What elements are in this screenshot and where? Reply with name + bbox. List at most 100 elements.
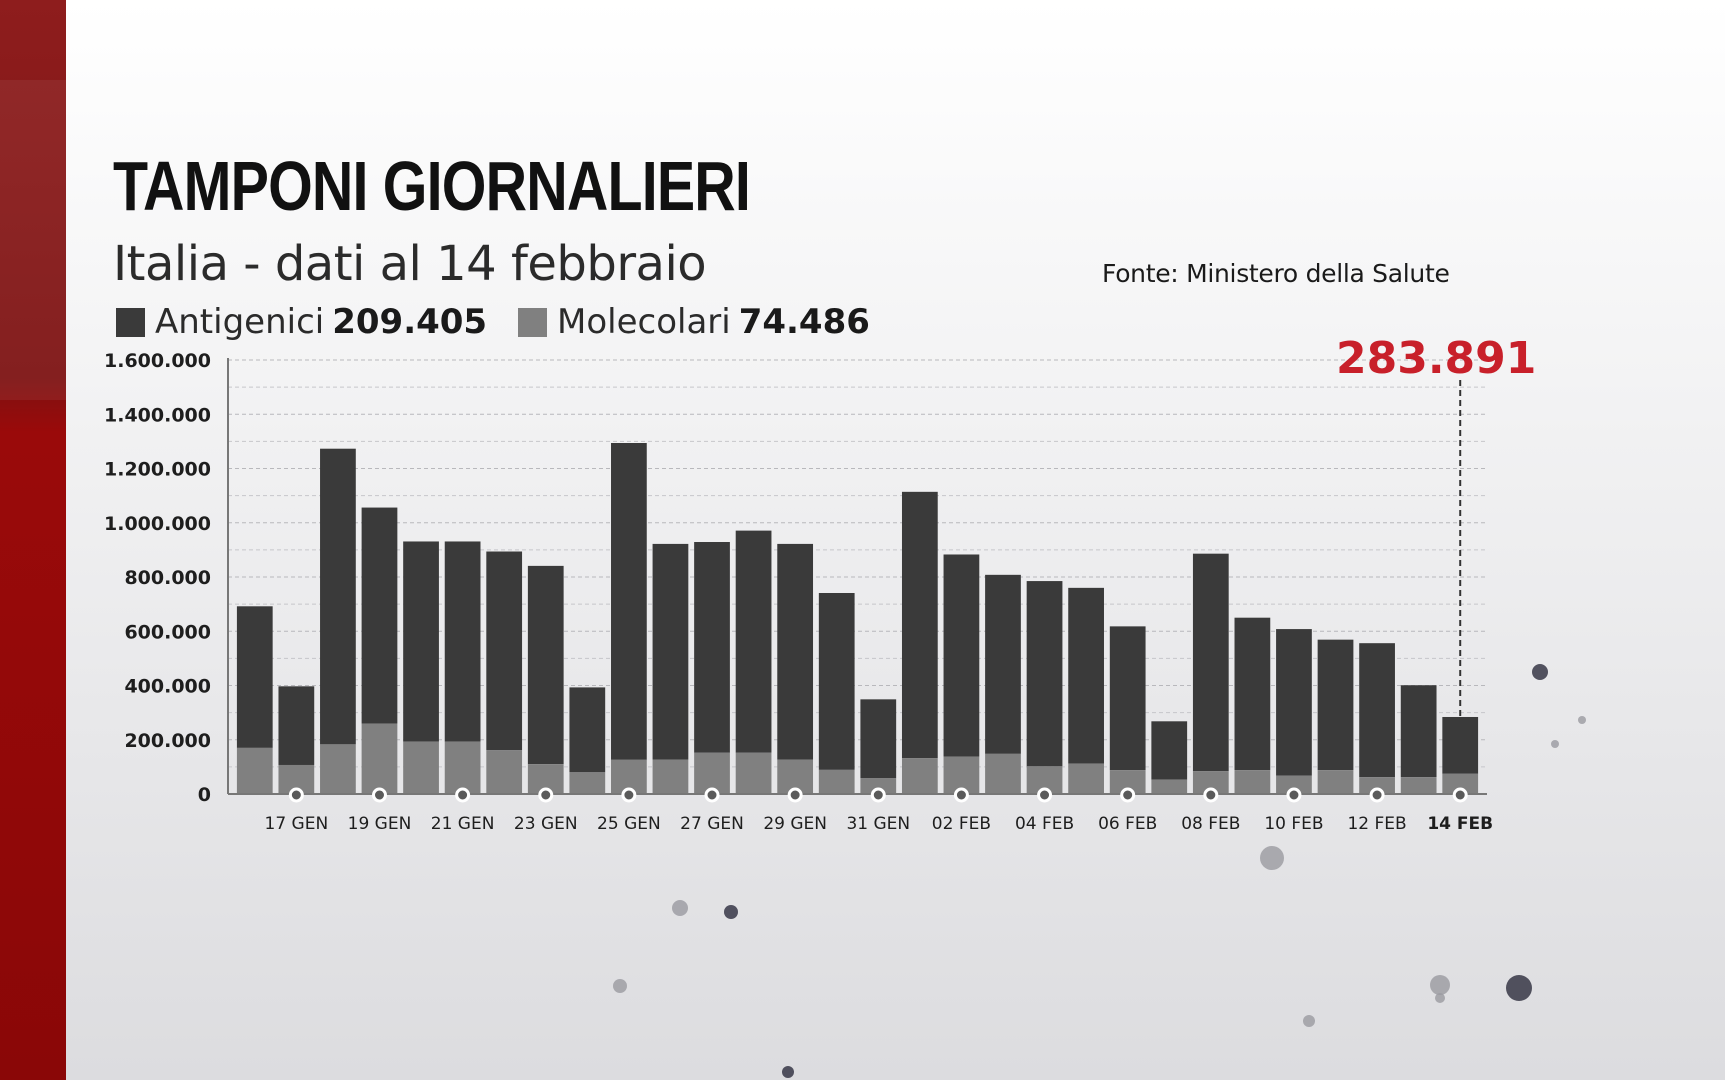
- bar-molecular: [1276, 775, 1312, 794]
- legend-swatch-antigenic: [116, 307, 145, 337]
- x-tick-marker: [538, 787, 554, 803]
- bar-antigenic: [1442, 716, 1479, 774]
- x-tick-marker: [1452, 787, 1468, 803]
- x-tick-label: 02 FEB: [932, 814, 991, 834]
- background-dot: [1260, 846, 1284, 870]
- y-tick-label: 1.600.000: [104, 350, 211, 372]
- bar-antigenic: [236, 606, 273, 748]
- bar-antigenic: [527, 565, 564, 765]
- bar-antigenic: [1317, 639, 1354, 771]
- bar-antigenic: [320, 448, 356, 745]
- bar-antigenic: [1359, 643, 1395, 778]
- background-dot: [1532, 664, 1548, 680]
- x-tick-label: 19 GEN: [348, 814, 412, 834]
- bar-molecular: [1442, 773, 1479, 794]
- bar-antigenic: [860, 699, 897, 779]
- background-dot: [724, 905, 738, 919]
- bar-antigenic: [1234, 617, 1271, 771]
- bar-molecular: [818, 769, 855, 794]
- x-tick-label: 31 GEN: [846, 814, 910, 834]
- x-tick-marker: [1286, 787, 1302, 803]
- bar-antigenic: [1026, 581, 1063, 767]
- bar-molecular: [1400, 777, 1437, 794]
- x-tick-marker: [621, 787, 637, 803]
- bar-antigenic: [818, 593, 855, 770]
- x-tick-marker: [953, 787, 969, 803]
- x-tick-marker: [1120, 787, 1136, 803]
- bar-antigenic: [486, 551, 523, 751]
- x-tick-marker: [787, 787, 803, 803]
- bar-antigenic: [1400, 685, 1437, 778]
- bar-antigenic: [694, 542, 730, 753]
- x-tick-marker: [1203, 787, 1219, 803]
- x-tick-label: 29 GEN: [763, 814, 827, 834]
- y-tick-label: 1.200.000: [104, 459, 211, 481]
- bar-antigenic: [777, 543, 814, 760]
- background-dot: [672, 900, 688, 916]
- bar-antigenic: [1151, 721, 1188, 780]
- bar-molecular: [1068, 763, 1104, 794]
- y-tick-label: 600.000: [124, 621, 211, 643]
- x-tick-label: 23 GEN: [514, 814, 578, 834]
- bar-antigenic: [278, 686, 315, 765]
- bar-molecular: [735, 752, 772, 794]
- y-tick-label: 800.000: [124, 567, 211, 589]
- bar-molecular: [1317, 770, 1354, 794]
- x-tick-label: 21 GEN: [431, 814, 495, 834]
- x-tick-marker: [870, 787, 886, 803]
- bar-antigenic: [1192, 553, 1229, 772]
- bar-antigenic: [1109, 626, 1146, 771]
- y-tick-label: 400.000: [124, 676, 211, 698]
- x-tick-marker: [704, 787, 720, 803]
- background-dot: [1435, 993, 1445, 1003]
- x-tick-label: 08 FEB: [1181, 814, 1240, 834]
- bar-molecular: [320, 744, 356, 794]
- background-dot: [1506, 975, 1532, 1001]
- x-tick-marker: [1369, 787, 1385, 803]
- bar-antigenic: [735, 530, 772, 753]
- y-tick-label: 1.000.000: [104, 513, 211, 535]
- x-tick-label: 17 GEN: [265, 814, 329, 834]
- background-dot: [1430, 975, 1450, 995]
- bar-molecular: [1234, 770, 1271, 794]
- y-tick-label: 0: [198, 784, 211, 806]
- legend-label-antigenic: Antigenici: [155, 302, 325, 342]
- legend-antigenic: Antigenici 209.405: [116, 302, 487, 342]
- legend-value-molecular: 74.486: [738, 302, 870, 342]
- bar-molecular: [694, 752, 730, 794]
- bar-molecular: [444, 741, 481, 794]
- bar-molecular: [569, 772, 606, 794]
- x-tick-marker: [455, 787, 471, 803]
- background-dot: [613, 979, 627, 993]
- x-tick-label: 12 FEB: [1347, 814, 1406, 834]
- source-note: Fonte: Ministero della Salute: [1102, 259, 1450, 288]
- bar-molecular: [1192, 771, 1229, 794]
- x-tick-label: 04 FEB: [1015, 814, 1074, 834]
- x-tick-label: 25 GEN: [597, 814, 661, 834]
- background-dot: [1551, 740, 1559, 748]
- bar-molecular: [901, 758, 938, 794]
- bar-molecular: [652, 759, 689, 794]
- background-dot: [782, 1066, 794, 1078]
- bar-antigenic: [985, 574, 1021, 754]
- y-tick-label: 1.400.000: [104, 404, 211, 426]
- x-tick-marker: [1037, 787, 1053, 803]
- brand-band: [0, 0, 66, 1080]
- annotation-total: 283.891: [1336, 333, 1536, 384]
- legend-label-molecular: Molecolari: [557, 302, 731, 342]
- legend-molecular: Molecolari 74.486: [518, 302, 870, 342]
- x-tick-label: 27 GEN: [680, 814, 744, 834]
- bar-antigenic: [611, 443, 647, 760]
- bar-antigenic: [901, 491, 938, 759]
- bar-antigenic: [403, 541, 439, 742]
- bar-antigenic: [1068, 587, 1104, 764]
- x-tick-label: 14 FEB: [1427, 814, 1493, 834]
- background-dot: [1578, 716, 1586, 724]
- x-tick-label: 10 FEB: [1264, 814, 1323, 834]
- x-tick-marker: [371, 787, 387, 803]
- bar-molecular: [1359, 777, 1395, 794]
- x-tick-label: 06 FEB: [1098, 814, 1157, 834]
- chart-title: TAMPONI GIORNALIERI: [113, 147, 751, 225]
- bar-antigenic: [1276, 629, 1312, 776]
